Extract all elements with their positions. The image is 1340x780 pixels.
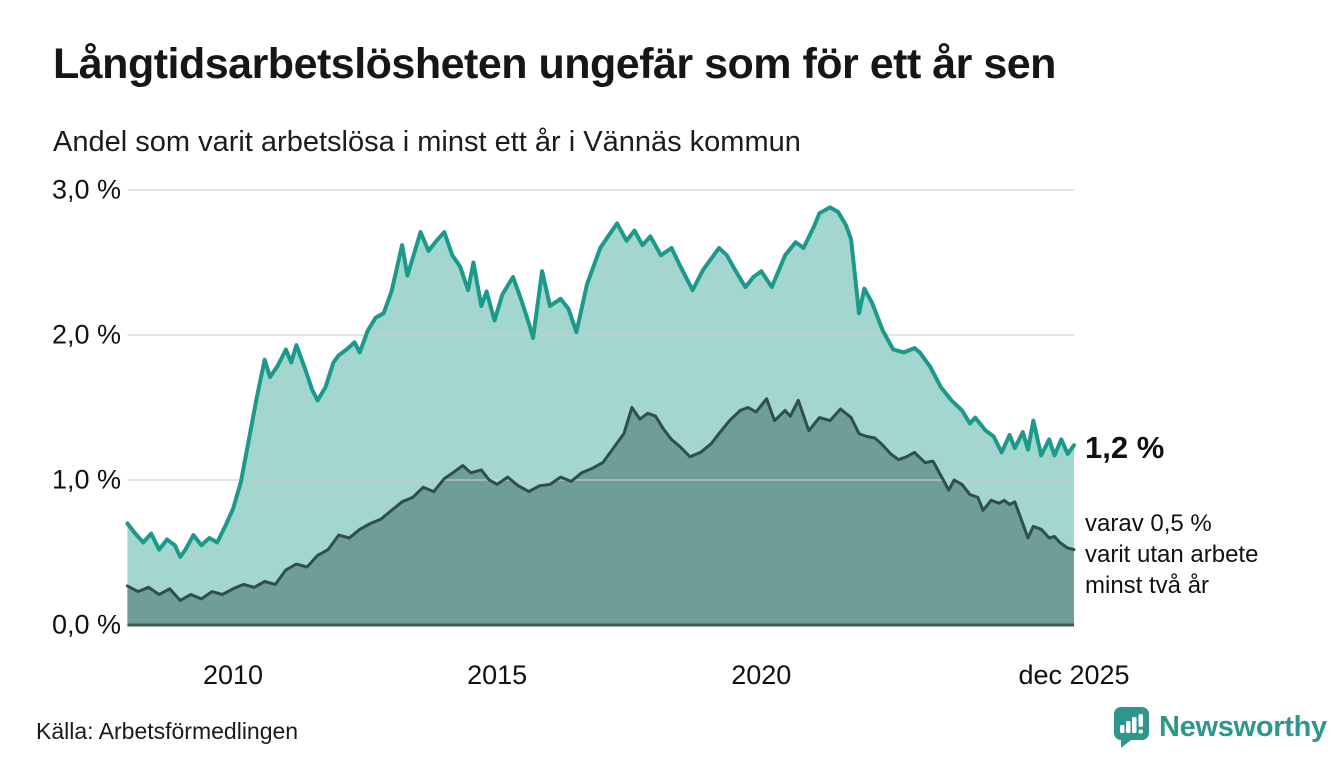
series-line bbox=[125, 205, 1076, 559]
y-tick-label: 2,0 % bbox=[51, 319, 121, 350]
newsworthy-logo-text: Newsworthy bbox=[1159, 710, 1327, 743]
x-tick-label: dec 2025 bbox=[1018, 660, 1130, 690]
newsworthy-logo-icon bbox=[1112, 706, 1150, 748]
page-title: Långtidsarbetslösheten ungefär som för e… bbox=[53, 40, 1056, 88]
end-value-label: 1,2 % bbox=[1085, 430, 1165, 465]
source-note: Källa: Arbetsförmedlingen bbox=[36, 718, 299, 744]
y-tick-label: 3,0 % bbox=[51, 174, 121, 205]
x-tick-label: 2015 bbox=[467, 660, 528, 690]
x-tick-label: 2020 bbox=[731, 660, 792, 690]
y-tick-label: 1,0 % bbox=[51, 464, 121, 495]
y-tick-label: 0,0 % bbox=[51, 609, 121, 640]
newsworthy-logo: Newsworthy bbox=[1112, 706, 1327, 748]
series-line bbox=[125, 397, 1076, 602]
area-fill-1 bbox=[127, 398, 1074, 625]
chart-subtitle: Andel som varit arbetslösa i minst ett å… bbox=[53, 126, 801, 158]
secondary-annotation: varav 0,5 % varit utan arbete minst två … bbox=[1085, 510, 1259, 599]
x-tick-label: 2010 bbox=[203, 660, 264, 690]
